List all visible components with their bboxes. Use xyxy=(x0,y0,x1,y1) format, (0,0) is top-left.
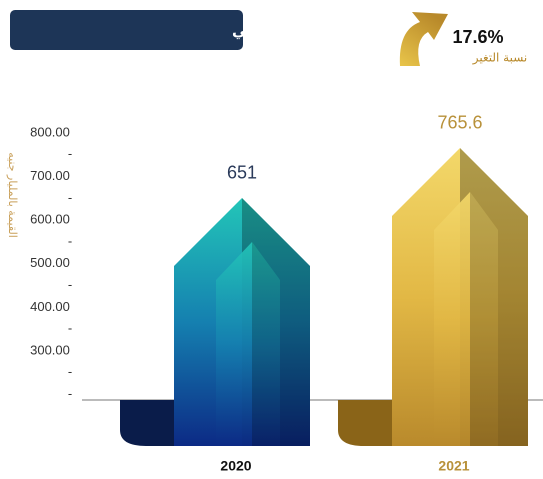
y-tick-label: - xyxy=(68,190,72,205)
y-tick-label: - xyxy=(68,146,72,161)
y-tick-label: 700.00 xyxy=(30,168,70,183)
y-tick-label: 400.00 xyxy=(30,299,70,314)
value-label: 765.6 xyxy=(437,113,482,133)
y-tick-label: - xyxy=(68,233,72,248)
bar-inner xyxy=(434,191,498,446)
title-box xyxy=(10,10,243,50)
bar-inner xyxy=(216,241,280,446)
y-tick-label: - xyxy=(68,364,72,379)
y-tick-label: 500.00 xyxy=(30,255,70,270)
y-tick-label: 300.00 xyxy=(30,342,70,357)
bar-inner-shade xyxy=(252,241,280,446)
y-tick-label: - xyxy=(68,321,72,336)
y-tick-label: - xyxy=(68,277,72,292)
change-icon xyxy=(399,12,448,66)
y-axis-label: القيمة بالمليار جنيه xyxy=(6,152,19,238)
x-tick-label: 2020 xyxy=(220,458,251,474)
chart-title: رأس المال السوقي xyxy=(232,21,377,40)
x-tick-label: 2021 xyxy=(438,458,469,474)
bar-inner-shade xyxy=(470,191,498,446)
y-tick-label: - xyxy=(68,386,72,401)
y-tick-label: 600.00 xyxy=(30,212,70,227)
change-value: 17.6% xyxy=(452,27,503,47)
value-label: 651 xyxy=(227,163,257,183)
y-tick-label: 800.00 xyxy=(30,124,70,139)
change-label: نسبة التغير xyxy=(472,51,528,66)
